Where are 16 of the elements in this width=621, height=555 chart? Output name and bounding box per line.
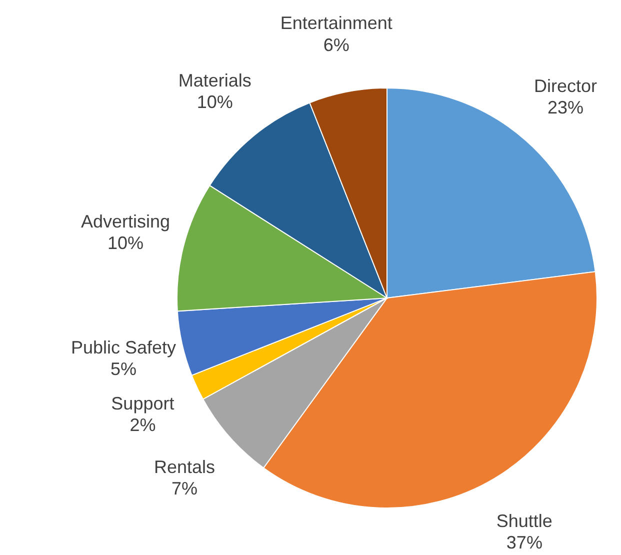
slice-label: Entertainment (280, 13, 392, 34)
slice-label: Shuttle (496, 510, 552, 531)
slice-label: Director (534, 76, 598, 96)
slice-label: Advertising (80, 211, 170, 232)
data-label: 5% (110, 358, 137, 379)
data-label: 2% (130, 414, 156, 435)
data-label: 23% (548, 97, 584, 118)
data-label: 7% (171, 478, 198, 499)
data-label: 6% (323, 34, 350, 55)
slice-label: Public Safety (70, 337, 176, 358)
slice-label: Rentals (154, 456, 215, 477)
data-label: 10% (196, 92, 233, 112)
slice-label: Materials (178, 70, 252, 90)
data-label: 37% (506, 532, 542, 552)
data-label: 10% (107, 232, 144, 253)
slice-label: Support (111, 393, 174, 414)
